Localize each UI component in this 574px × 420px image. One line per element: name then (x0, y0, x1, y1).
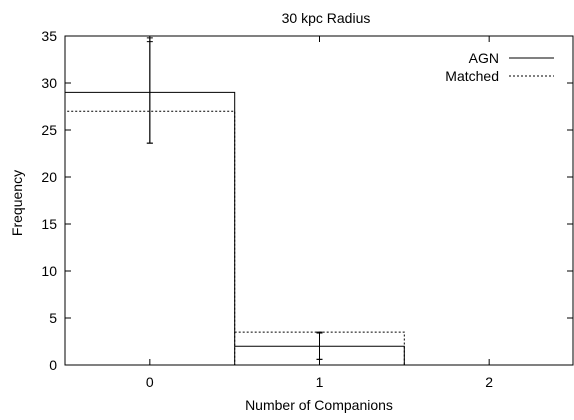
plot-border (64, 35, 574, 366)
chart-title: 30 kpc Radius (282, 10, 371, 26)
y-tick-label-3: 15 (41, 216, 57, 232)
bar-matched-1 (234, 331, 405, 365)
legend-label-agn: AGN (469, 50, 499, 66)
y-tick-label-2: 10 (41, 263, 57, 279)
y-tick-label-1: 5 (49, 310, 57, 326)
y-tick-label-7: 35 (41, 28, 57, 44)
legend-label-matched: Matched (445, 68, 499, 84)
x-tick-label-0: 0 (146, 374, 154, 390)
x-axis-title: Number of Companions (245, 397, 393, 413)
legend: AGN Matched (445, 50, 554, 84)
x-tick-label-1: 1 (316, 374, 324, 390)
plot-area: 0 5 10 15 20 25 30 35 0 1 2 (41, 28, 574, 390)
bar-matched-0 (64, 110, 236, 365)
y-axis-title: Frequency (9, 170, 25, 236)
y-tick-label-4: 20 (41, 169, 57, 185)
y-tick-label-0: 0 (49, 357, 57, 373)
x-tick-label-2: 2 (485, 374, 493, 390)
y-tick-label-5: 25 (41, 122, 57, 138)
y-tick-label-6: 30 (41, 75, 57, 91)
